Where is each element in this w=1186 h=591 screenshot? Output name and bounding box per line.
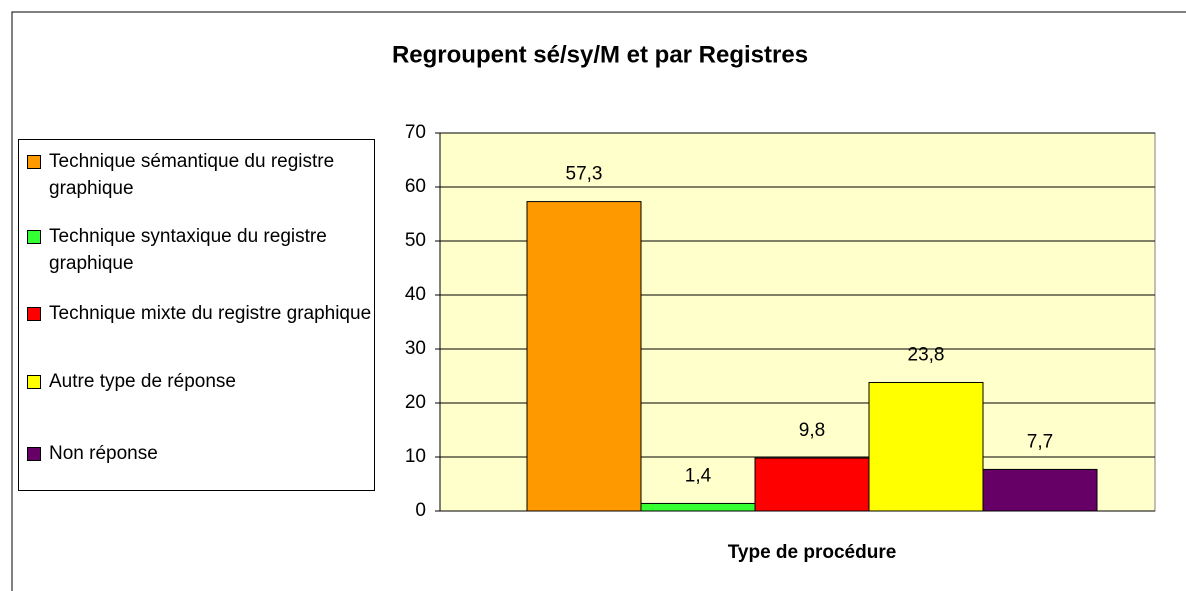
legend-swatch (27, 230, 41, 244)
chart-title: Regroupent sé/sy/M et par Registres (392, 41, 808, 68)
legend-entry: Technique syntaxique du registre graphiq… (27, 223, 372, 277)
legend-swatch (27, 375, 41, 389)
value-label: 57,3 (566, 164, 603, 185)
y-tick-label: 20 (405, 392, 426, 413)
bar (526, 201, 642, 512)
legend-entry: Autre type de réponse (27, 368, 372, 395)
legend-entry: Technique sémantique du registre graphiq… (27, 148, 372, 202)
legend-swatch (27, 307, 41, 321)
legend-label: Autre type de réponse (49, 371, 236, 392)
value-label: 9,8 (799, 420, 825, 441)
y-tick-label: 70 (405, 122, 426, 143)
legend-label: Non réponse (49, 443, 158, 464)
value-label: 23,8 (908, 344, 945, 365)
bar (982, 468, 1098, 512)
legend: Technique sémantique du registre graphiq… (18, 139, 375, 491)
legend-label: Technique syntaxique du registre graphiq… (49, 226, 327, 274)
y-tick-label: 60 (405, 176, 426, 197)
bar (640, 502, 756, 512)
value-label: 1,4 (685, 465, 712, 486)
bar (754, 457, 870, 512)
legend-label: Technique sémantique du registre graphiq… (49, 151, 335, 199)
y-tick-label: 50 (405, 230, 426, 251)
legend-label: Technique mixte du registre graphique (49, 303, 372, 324)
legend-entry: Non réponse (27, 440, 372, 467)
legend-swatch (27, 447, 41, 461)
y-tick-label: 40 (405, 284, 426, 305)
y-tick-label: 0 (415, 500, 426, 521)
legend-swatch (27, 155, 41, 169)
x-axis-label: Type de procédure (728, 542, 897, 563)
value-label: 7,7 (1027, 431, 1053, 452)
y-tick-label: 30 (405, 338, 426, 359)
bar (868, 381, 984, 512)
legend-entry: Technique mixte du registre graphique (27, 300, 372, 327)
y-tick-label: 10 (405, 446, 426, 467)
